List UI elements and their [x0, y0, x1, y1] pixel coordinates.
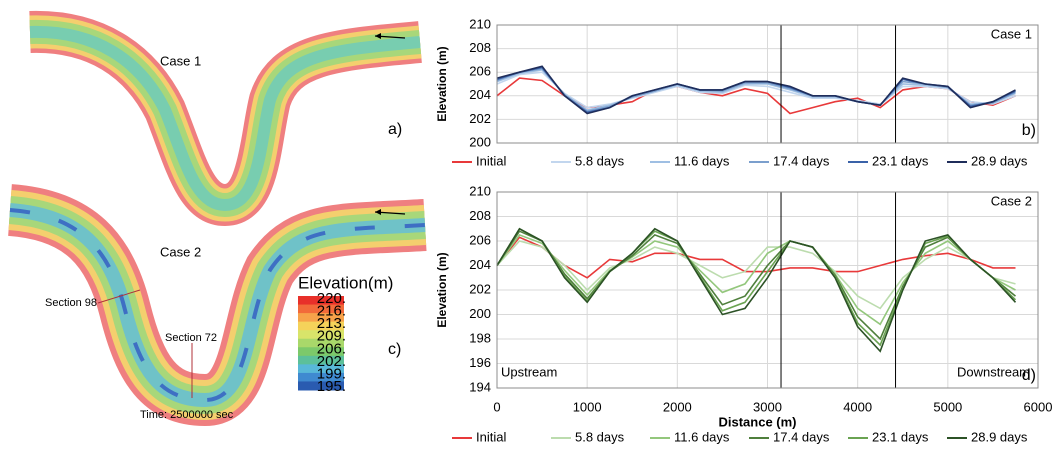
- legend-label: 28.9 days: [971, 153, 1028, 168]
- data-line: [496, 230, 1017, 341]
- x-tick-label: 6000: [1024, 399, 1053, 414]
- y-tick-label: 200: [469, 134, 491, 149]
- colorbar-band: [298, 321, 344, 331]
- colorbar-band: [298, 338, 344, 348]
- legend-label: Initial: [476, 429, 506, 444]
- colorbar: [298, 296, 344, 391]
- river-map-case-1: [29, 10, 422, 227]
- x-tick-label: 1000: [573, 399, 602, 414]
- panel-label: d): [1022, 367, 1036, 384]
- x-tick-label: 4000: [843, 399, 872, 414]
- y-tick-label: 202: [469, 281, 491, 296]
- legend-label: 5.8 days: [575, 429, 625, 444]
- colorbar-band: [298, 313, 344, 323]
- colorbar-band: [298, 372, 344, 382]
- y-tick-label: 198: [469, 330, 491, 345]
- colorbar-band: [298, 381, 344, 391]
- case-label: Case 2: [160, 244, 201, 259]
- x-tick-label: 0: [493, 399, 500, 414]
- data-line: [496, 66, 1016, 114]
- y-axis-title: Elevation (m): [435, 252, 449, 327]
- colorbar-band: [298, 364, 344, 374]
- y-tick-label: 200: [469, 306, 491, 321]
- legend-label: 5.8 days: [575, 153, 625, 168]
- case-label: Case 2: [991, 193, 1032, 208]
- colorbar-label: 209.: [317, 328, 346, 345]
- colorbar-label: 199.: [317, 365, 346, 382]
- legend-label: 28.9 days: [971, 429, 1028, 444]
- data-line: [496, 240, 1016, 310]
- colorbar-band: [298, 296, 344, 306]
- colorbar-band: [298, 347, 344, 357]
- colorbar-label: 202.: [317, 353, 346, 370]
- data-line: [496, 71, 1016, 109]
- colorbar-label: 216.: [317, 303, 346, 320]
- y-tick-label: 206: [469, 64, 491, 79]
- section-label: Section 98: [45, 297, 97, 309]
- data-line: [496, 233, 1016, 326]
- y-tick-label: 202: [469, 111, 491, 126]
- colorbar-label: 213.: [317, 315, 346, 332]
- x-tick-label: 3000: [753, 399, 782, 414]
- colorbar-band: [298, 355, 344, 365]
- colorbar-label: 220.: [317, 290, 346, 307]
- legend-label: 17.4 days: [773, 429, 830, 444]
- annotation: Downstream: [957, 364, 1030, 379]
- legend-label: 17.4 days: [773, 153, 830, 168]
- data-line: [496, 65, 1016, 115]
- y-tick-label: 196: [469, 355, 491, 370]
- colorbar-label: 195.: [317, 378, 346, 395]
- y-tick-label: 208: [469, 208, 491, 223]
- colorbar-label: 206.: [317, 340, 346, 357]
- data-line: [496, 227, 1017, 353]
- colorbar-band: [298, 304, 344, 314]
- legend-label: 23.1 days: [872, 429, 929, 444]
- data-line: [496, 236, 1016, 279]
- colorbar-title: Elevation(m): [298, 273, 393, 292]
- y-tick-label: 204: [469, 87, 491, 102]
- legend-label: 11.6 days: [674, 429, 730, 444]
- panel-label: a): [388, 121, 402, 138]
- legend-label: 11.6 days: [674, 153, 730, 168]
- data-line: [496, 227, 1017, 347]
- x-tick-label: 5000: [933, 399, 962, 414]
- x-axis-title: Distance (m): [718, 414, 796, 429]
- legend-label: Initial: [476, 153, 506, 168]
- panel-label: b): [1022, 122, 1036, 139]
- panel-label: c): [388, 341, 401, 358]
- annotation: Upstream: [501, 364, 557, 379]
- x-tick-label: 2000: [663, 399, 692, 414]
- y-axis-title: Elevation (m): [435, 46, 449, 121]
- plot-frame: [496, 191, 1039, 389]
- case-label: Case 1: [160, 53, 201, 68]
- time-label: Time: 2500000 sec: [140, 409, 234, 421]
- flow-arrow-head: [375, 33, 381, 39]
- section-line: [97, 289, 141, 304]
- flow-arrow-head: [375, 209, 381, 215]
- y-tick-label: 208: [469, 40, 491, 55]
- y-tick-label: 204: [469, 257, 491, 272]
- case-label: Case 1: [991, 26, 1032, 41]
- y-tick-label: 210: [469, 16, 491, 31]
- y-tick-label: 194: [469, 379, 491, 394]
- river-map-case-2: [7, 184, 427, 427]
- y-tick-label: 206: [469, 232, 491, 247]
- section-label: Section 72: [165, 332, 217, 344]
- colorbar-band: [298, 330, 344, 340]
- legend-label: 23.1 days: [872, 153, 929, 168]
- y-tick-label: 210: [469, 183, 491, 198]
- plot-frame: [496, 24, 1039, 144]
